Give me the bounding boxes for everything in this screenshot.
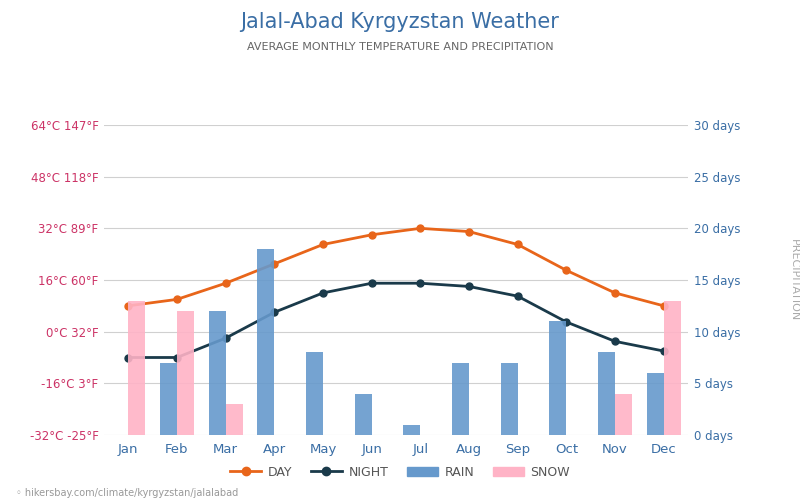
- Bar: [646, 373, 664, 435]
- Bar: [664, 300, 681, 435]
- Bar: [615, 394, 632, 435]
- Bar: [452, 362, 469, 435]
- Text: AVERAGE MONTHLY TEMPERATURE AND PRECIPITATION: AVERAGE MONTHLY TEMPERATURE AND PRECIPIT…: [246, 42, 554, 52]
- Bar: [209, 311, 226, 435]
- Bar: [128, 300, 146, 435]
- Text: Jalal-Abad Kyrgyzstan Weather: Jalal-Abad Kyrgyzstan Weather: [241, 12, 559, 32]
- Text: ◦ hikersbay.com/climate/kyrgyzstan/jalalabad: ◦ hikersbay.com/climate/kyrgyzstan/jalal…: [16, 488, 238, 498]
- Bar: [177, 311, 194, 435]
- Bar: [226, 404, 242, 435]
- Bar: [160, 362, 177, 435]
- Bar: [403, 424, 420, 435]
- Bar: [354, 394, 372, 435]
- Bar: [501, 362, 518, 435]
- Legend: DAY, NIGHT, RAIN, SNOW: DAY, NIGHT, RAIN, SNOW: [225, 461, 575, 484]
- Bar: [550, 322, 566, 435]
- Bar: [258, 249, 274, 435]
- Bar: [598, 352, 615, 435]
- Y-axis label: PRECIPITATION: PRECIPITATION: [788, 239, 798, 321]
- Bar: [306, 352, 323, 435]
